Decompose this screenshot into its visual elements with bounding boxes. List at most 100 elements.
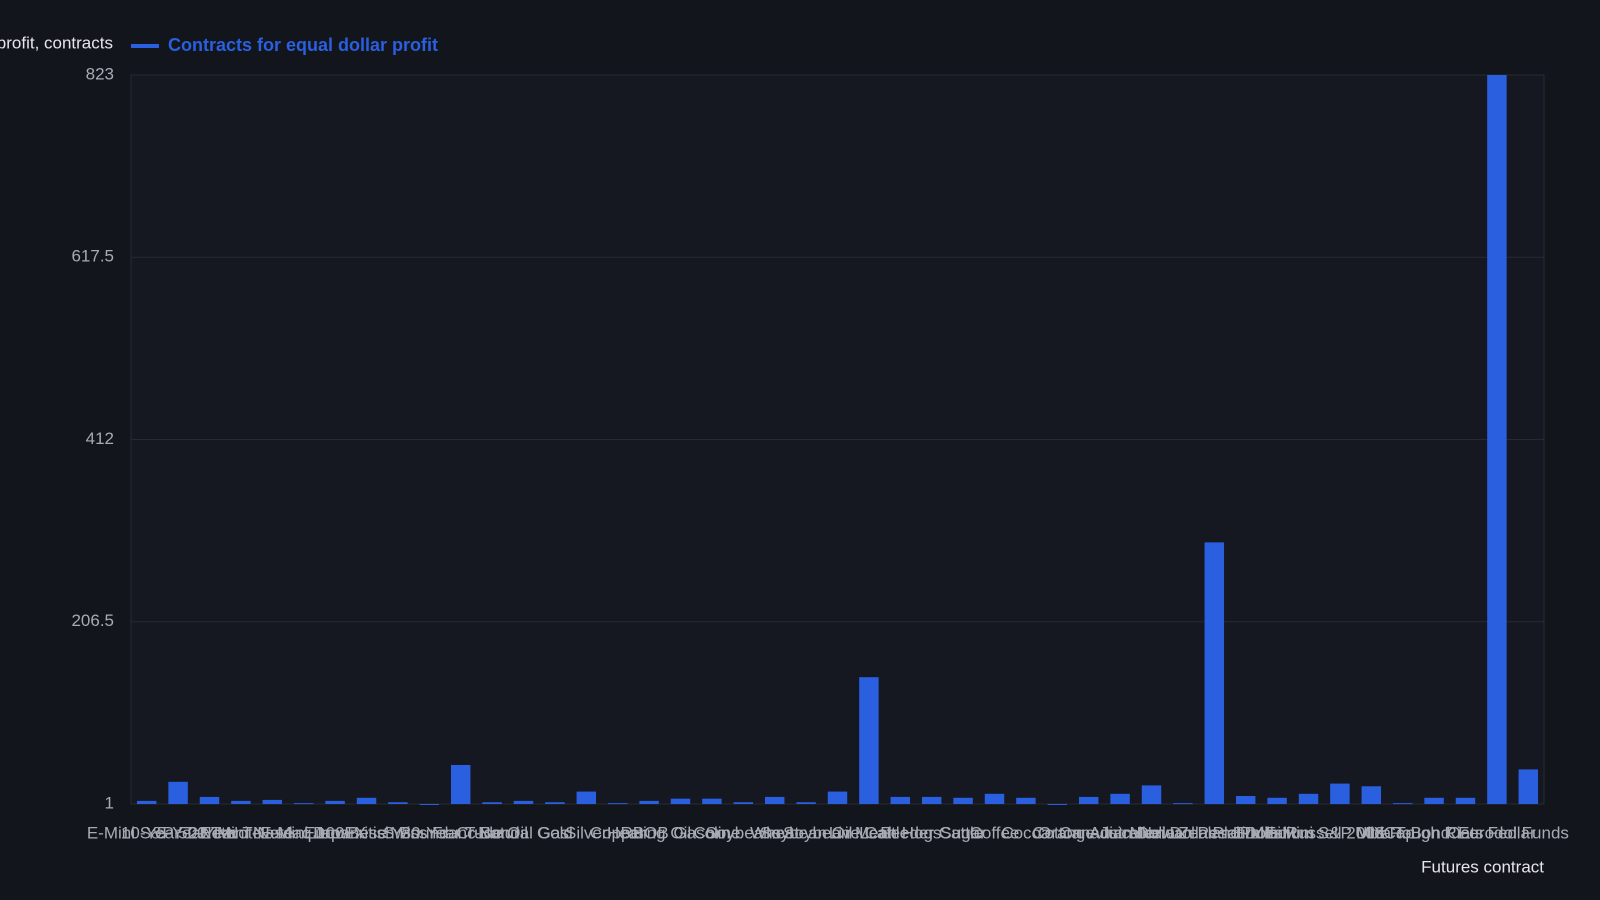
bar (482, 802, 502, 804)
bar (513, 800, 534, 804)
bar (1518, 769, 1539, 804)
x-tick-label: Lean Hogs (859, 823, 941, 842)
x-tick-label: 5-Year T-Note (157, 823, 262, 842)
x-tick-label: Mexican Peso (1130, 823, 1237, 842)
x-tick-label: Swiss Franc (383, 823, 476, 842)
bar (1487, 75, 1507, 804)
bar (1392, 803, 1413, 805)
bar (1078, 796, 1099, 804)
bar (702, 798, 722, 804)
bar (859, 677, 879, 804)
x-tick-label: Soybean Meal (783, 823, 892, 842)
bar (1047, 804, 1068, 805)
bar (607, 803, 628, 805)
bar (231, 800, 251, 804)
x-tick-label: E-Mini Russell 2000 (1233, 823, 1384, 842)
x-tick-label: E-Mini Nasdaq 100 (200, 823, 345, 842)
x-tick-label: E-Mini S&P 500 (87, 823, 207, 842)
x-tick-label: Euro FX (304, 823, 366, 842)
y-tick-label: 1 (105, 793, 114, 812)
x-tick-label: Copper (590, 823, 646, 842)
x-tick-label: Australian Dollar (1089, 823, 1214, 842)
bar (325, 800, 345, 804)
x-tick-label: Live Cattle (829, 823, 909, 842)
x-tick-label: Platinum (1213, 823, 1279, 842)
x-tick-label: Orange Juice (1038, 823, 1139, 842)
legend-label[interactable]: Contracts for equal dollar profit (168, 35, 438, 55)
x-tick-label: Oats (1448, 823, 1484, 842)
x-tick-label: Rough Rice (1390, 823, 1479, 842)
bar (827, 791, 848, 804)
bar (1110, 793, 1130, 804)
x-tick-label: Ultra T-Bond (1355, 823, 1450, 842)
bar (1455, 797, 1476, 804)
bar (670, 798, 691, 804)
bar (733, 802, 754, 804)
x-tick-label: Japanese Yen (313, 823, 420, 842)
bar (1267, 797, 1287, 804)
x-tick-label: Cocoa (1001, 823, 1051, 842)
bar (450, 764, 471, 804)
bar (796, 802, 816, 804)
bar (388, 802, 408, 804)
x-tick-label: Coffee (970, 823, 1020, 842)
bar (136, 800, 157, 804)
bar (1141, 785, 1162, 804)
bar (1173, 803, 1193, 805)
x-tick-label: Cotton (1032, 823, 1082, 842)
bar (639, 800, 659, 804)
x-tick-label: Sugar (940, 823, 986, 842)
x-tick-label: Soybeans (705, 823, 781, 842)
x-tick-label: RBOB Gasoline (621, 823, 741, 842)
x-tick-label: 2-Year T-Note (188, 823, 293, 842)
bar (1361, 786, 1382, 804)
x-axis-title: Futures contract (1421, 857, 1544, 876)
y-axis-title: Contracts for equal dollar profit, contr… (0, 33, 113, 52)
bar (984, 793, 1005, 804)
x-tick-label: Soybean Oil (760, 823, 853, 842)
bar (1298, 793, 1319, 804)
bar (199, 796, 220, 804)
bar (293, 803, 314, 805)
x-tick-label: Crude Oil (456, 823, 528, 842)
bar (1204, 542, 1225, 804)
x-tick-label: Natural Gas (478, 823, 569, 842)
bar (1016, 797, 1036, 804)
x-tick-label: Wheat (750, 823, 799, 842)
bar (168, 781, 188, 804)
y-tick-label: 617.5 (71, 247, 114, 266)
bar (953, 797, 973, 804)
bar (1424, 797, 1444, 804)
bar (1235, 796, 1256, 804)
x-tick-label: New Zealand Dollar (1140, 823, 1290, 842)
bar (921, 796, 942, 804)
bar (419, 804, 440, 805)
x-tick-label: 10-Year T-Note (121, 823, 235, 842)
bar (356, 797, 377, 804)
x-tick-label: 30-Year T-Bond (402, 823, 520, 842)
y-tick-label: 206.5 (71, 611, 114, 630)
x-tick-label: Heating Oil (607, 823, 691, 842)
x-tick-label: VIX (1358, 823, 1385, 842)
y-tick-label: 412 (86, 429, 114, 448)
bar (890, 796, 911, 804)
y-tick-label: 823 (86, 64, 114, 83)
x-tick-label: Gold (537, 823, 573, 842)
bar (545, 802, 565, 804)
x-tick-label: Corn (693, 823, 730, 842)
x-tick-label: Feeder Cattle (880, 823, 983, 842)
x-tick-label: British Pound (347, 823, 448, 842)
x-tick-label: E-Mini S&P MidCap (1265, 823, 1415, 842)
x-tick-label: Silver (565, 823, 608, 842)
x-tick-label: Palladium (1240, 823, 1315, 842)
x-tick-label: Eurodollar (1458, 823, 1536, 842)
x-tick-label: E-Mini Dow (260, 823, 348, 842)
bar (764, 796, 785, 804)
x-tick-label: Fed Funds (1488, 823, 1569, 842)
bar (1330, 783, 1350, 804)
bar (576, 791, 597, 804)
x-tick-label: Canadian Dollar (1059, 823, 1181, 842)
bar (262, 799, 283, 804)
